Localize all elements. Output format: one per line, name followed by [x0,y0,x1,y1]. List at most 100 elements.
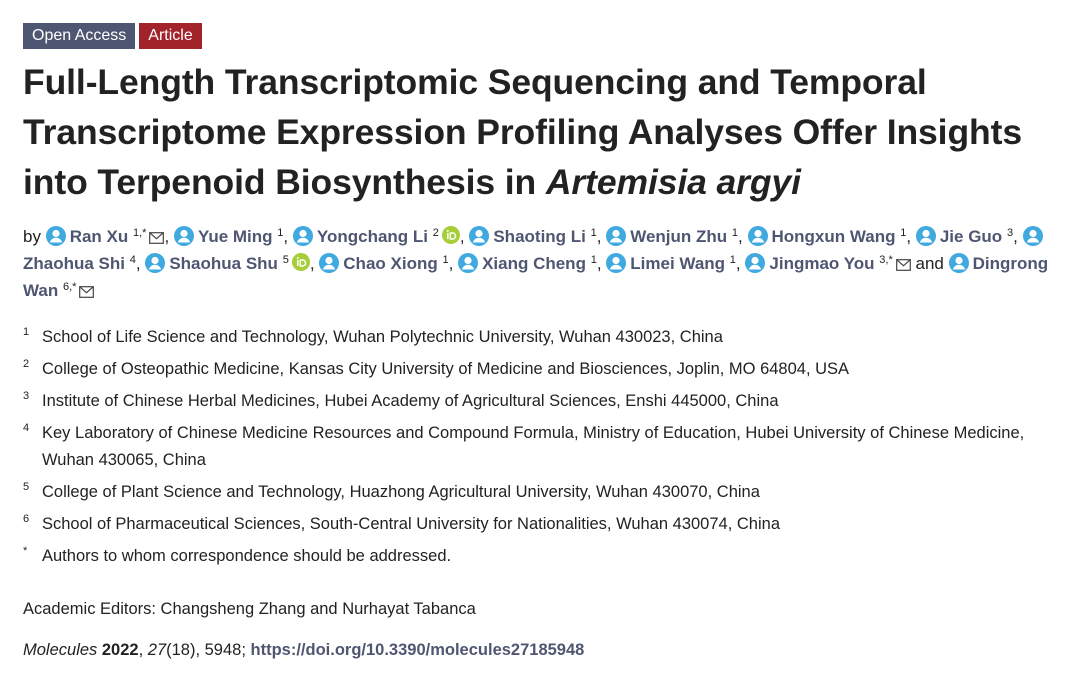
affiliation-text: School of Life Science and Technology, W… [42,328,723,346]
author[interactable]: Yongchang Li [292,226,429,246]
orcid-icon[interactable] [291,253,310,271]
author-name[interactable]: Wenjun Zhu [630,227,728,246]
author-affiliation-mark: 3,* [879,254,893,266]
separator: , [448,254,454,273]
user-icon [45,226,66,246]
user-icon [145,253,166,273]
affiliation-text: School of Pharmaceutical Sciences, South… [42,515,780,533]
affiliation-text: Authors to whom correspondence should be… [42,547,452,565]
author-name[interactable]: Ran Xu [69,227,129,246]
affiliation-number: 3 [23,390,30,402]
user-icon [469,226,490,246]
affiliation: 3 Institute of Chinese Herbal Medicines, … [23,388,1063,415]
separator: , [596,254,602,273]
separator: , [596,227,602,246]
author-name[interactable]: Chao Xiong [343,254,438,273]
user-icon [948,253,969,273]
author-affiliation-mark: 6,* [63,281,77,293]
affiliation-text: College of Osteopathic Medicine, Kansas … [42,360,850,378]
badges: Open Access Article [23,23,1063,49]
author[interactable]: Shaoting Li [469,226,586,246]
separator: , [459,227,465,246]
user-icon [1022,226,1043,246]
separator: , [738,227,743,246]
citation-plain: , [138,641,148,659]
author-name[interactable]: Xiang Cheng [482,254,586,273]
author-affiliation-mark: 1 [731,227,739,239]
user-icon [745,253,766,273]
affiliation-text: Institute of Chinese Herbal Medicines, H… [42,392,779,410]
author-name[interactable]: Zhaohua Shi [23,254,125,273]
author[interactable]: Jingmao You [745,253,875,273]
title-text: Full-Length Transcriptomic Sequencing an… [23,62,1022,202]
affiliation: 2 College of Osteopathic Medicine, Kansas… [23,356,1063,383]
user-icon [915,226,936,246]
author-affiliation-mark: 3 [1006,227,1014,239]
author-affiliation-mark: 1 [729,254,736,266]
author-affiliation-mark: 1 [590,227,597,239]
author-name[interactable]: Dingrong Wan [23,254,1049,300]
authors: by Ran Xu 1,*, Yue Ming 1, Yongchang Li … [23,223,1063,304]
author-affiliation-mark: 5 [282,254,289,266]
user-icon [292,226,313,246]
separator: , [1013,227,1018,246]
separator: , [283,227,289,246]
title-italic: Artemisia argyi [545,162,801,202]
author[interactable]: Dingrong Wan [23,253,1049,300]
separator: , [735,254,741,273]
orcid-icon[interactable] [441,226,460,244]
email-icon[interactable] [149,232,165,244]
author-affiliation-mark: 1 [442,254,449,266]
email-icon[interactable] [895,259,911,271]
affiliation-text: Key Laboratory of Chinese Medicine Resou… [42,424,1025,469]
email-icon[interactable] [79,286,95,298]
author-affiliation-mark: 1 [590,254,597,266]
user-icon [606,226,627,246]
author[interactable]: Hongxun Wang [747,226,896,246]
author-name[interactable]: Yongchang Li [316,227,429,246]
affiliation-number: 1 [23,326,30,338]
badge[interactable]: Article [139,23,202,49]
affiliation: 6 School of Pharmaceutical Sciences, Sout… [23,511,1063,538]
author-affiliation-mark: 2 [432,227,439,239]
separator: , [164,227,170,246]
author-name[interactable]: Yue Ming [197,227,273,246]
editors: Academic Editors: Changsheng Zhang and N… [23,600,476,618]
affiliation-number: 6 [23,513,30,525]
conjunction: and [915,254,944,273]
citation-plain: (18), 5948; [166,641,251,659]
author-affiliation-mark: 1,* [133,227,147,239]
separator: , [309,254,315,273]
author[interactable]: Yue Ming [173,226,273,246]
citation: Molecules 2022, 27(18), 5948; https://do… [23,641,1063,660]
separator: , [135,254,141,273]
user-icon [458,253,479,273]
author-name[interactable]: Limei Wang [630,254,726,273]
affiliation: * Authors to whom correspondence should b… [23,543,1063,570]
author[interactable]: Wenjun Zhu [606,226,728,246]
affiliation-text: College of Plant Science and Technology,… [42,483,760,501]
author[interactable]: Xiang Cheng [458,253,586,273]
author[interactable]: Ran Xu [45,226,129,246]
author-affiliation-mark: 1 [277,227,284,239]
user-icon [173,226,194,246]
user-icon [606,253,627,273]
author[interactable]: Zhaohua Shi [23,226,1047,273]
author[interactable]: Jie Guo [915,226,1003,246]
affiliation: 5 College of Plant Science and Technology… [23,479,1063,506]
author[interactable]: Shaohua Shu [145,253,278,273]
author-name[interactable]: Jingmao You [769,254,875,273]
affiliation-number: * [23,545,28,557]
affiliations: 1 School of Life Science and Technology, … [23,324,1063,570]
author[interactable]: Chao Xiong [319,253,438,273]
citation-bold: 2022 [97,641,139,659]
user-icon [319,253,340,273]
badge[interactable]: Open Access [23,23,136,49]
author-name[interactable]: Shaohua Shu [169,254,278,273]
author-name[interactable]: Shaoting Li [493,227,586,246]
author[interactable]: Limei Wang [606,253,726,273]
article-header: Open Access Article Full-Length Transcrip… [23,23,1063,660]
author-name[interactable]: Hongxun Wang [771,227,896,246]
author-name[interactable]: Jie Guo [939,227,1003,246]
citation-link[interactable]: https://doi.org/10.3390/molecules2718594… [250,641,585,659]
